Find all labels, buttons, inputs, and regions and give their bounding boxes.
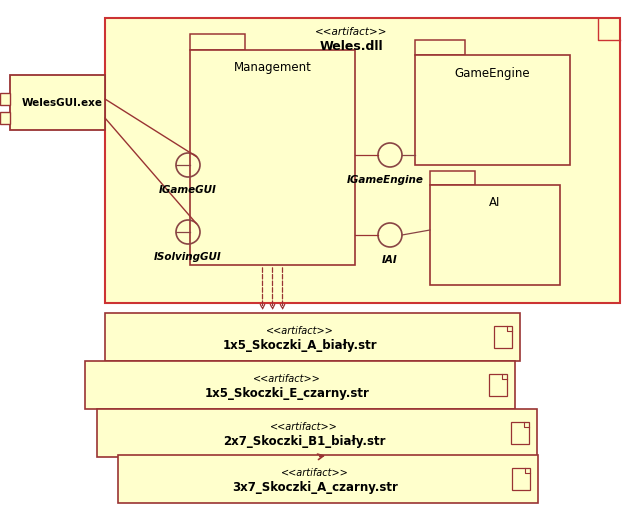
Bar [190,34,245,50]
Text: <<artifact>>: <<artifact>> [281,468,349,478]
Text: 1x5_Skoczki_E_czarny.str: 1x5_Skoczki_E_czarny.str [205,387,370,400]
Bar [0,112,10,124]
Bar [415,55,570,165]
Text: <<artifact>>: <<artifact>> [270,422,338,432]
Bar [118,455,538,503]
Text: ISolvingGUI: ISolvingGUI [154,252,222,262]
Text: Management: Management [234,62,312,75]
Text: <<artifact>>: <<artifact>> [265,326,333,336]
Bar [10,75,105,130]
Text: 1x5_Skoczki_A_biały.str: 1x5_Skoczki_A_biały.str [222,339,377,352]
Text: GameEngine: GameEngine [454,67,530,79]
Bar [494,326,512,348]
Bar [190,50,355,265]
Bar [430,171,475,185]
Text: Weles.dll: Weles.dll [320,39,384,53]
Bar [85,361,515,409]
Text: 3x7_Skoczki_A_czarny.str: 3x7_Skoczki_A_czarny.str [232,481,398,494]
Text: 2x7_Skoczki_B1_biały.str: 2x7_Skoczki_B1_biały.str [222,435,386,448]
Bar [511,422,529,444]
Bar [430,185,560,285]
Bar [489,374,507,396]
Bar [0,93,10,105]
Bar [415,40,465,55]
Text: WelesGUI.exe: WelesGUI.exe [22,97,103,108]
Bar [105,313,520,361]
Text: <<artifact>>: <<artifact>> [253,374,321,384]
Bar [105,18,620,303]
Bar [97,409,537,457]
Text: <<artifact>>: <<artifact>> [315,27,388,37]
Text: AI: AI [489,196,501,210]
Text: IGameGUI: IGameGUI [159,185,217,195]
Text: IAI: IAI [382,255,398,265]
Text: IGameEngine: IGameEngine [346,175,423,185]
Bar [512,468,530,490]
